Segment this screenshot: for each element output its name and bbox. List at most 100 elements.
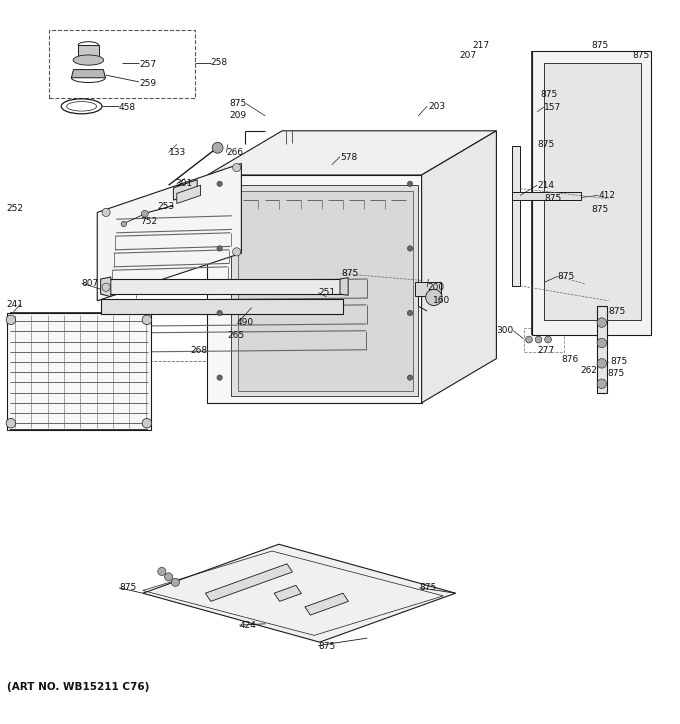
Text: 300: 300 (496, 327, 513, 335)
Circle shape (121, 222, 126, 227)
Text: 458: 458 (119, 104, 136, 112)
Circle shape (212, 143, 223, 153)
Circle shape (142, 315, 152, 324)
Polygon shape (207, 131, 496, 175)
Text: 875: 875 (544, 194, 561, 203)
Text: 268: 268 (190, 346, 207, 355)
Text: 875: 875 (119, 584, 136, 592)
Circle shape (102, 283, 110, 291)
Text: 265: 265 (228, 331, 245, 340)
Circle shape (233, 248, 241, 256)
Text: 752: 752 (140, 217, 157, 227)
Text: 259: 259 (139, 79, 156, 88)
Text: 875: 875 (318, 641, 335, 651)
Text: 160: 160 (432, 295, 449, 305)
Text: 203: 203 (428, 102, 445, 111)
Text: 875: 875 (609, 306, 626, 316)
Text: 262: 262 (581, 366, 598, 374)
Polygon shape (305, 593, 348, 615)
Text: 252: 252 (7, 204, 24, 213)
Circle shape (158, 568, 166, 576)
Text: 875: 875 (341, 269, 358, 278)
Polygon shape (143, 544, 456, 642)
Text: 876: 876 (562, 355, 579, 364)
Text: 875: 875 (610, 358, 627, 366)
Polygon shape (173, 180, 197, 200)
Text: 214: 214 (537, 181, 554, 190)
Circle shape (217, 375, 222, 380)
Polygon shape (415, 282, 441, 296)
Text: 266: 266 (226, 148, 243, 157)
Circle shape (102, 209, 110, 216)
Text: 251: 251 (318, 288, 335, 297)
Polygon shape (238, 190, 413, 390)
Polygon shape (101, 300, 343, 314)
Polygon shape (544, 63, 641, 320)
Polygon shape (512, 146, 520, 286)
Circle shape (142, 418, 152, 428)
Ellipse shape (73, 55, 103, 65)
Text: 207: 207 (459, 51, 476, 61)
Text: 200: 200 (427, 282, 444, 292)
Circle shape (545, 336, 551, 343)
Text: 277: 277 (537, 346, 554, 355)
Circle shape (217, 311, 222, 316)
Circle shape (597, 318, 607, 327)
Text: 807: 807 (82, 279, 99, 287)
Circle shape (407, 181, 413, 187)
Circle shape (426, 290, 442, 306)
Circle shape (597, 338, 607, 348)
Circle shape (171, 578, 180, 586)
Circle shape (165, 573, 173, 581)
Text: 875: 875 (592, 204, 609, 214)
Circle shape (217, 245, 222, 251)
Bar (136, 260, 375, 361)
Polygon shape (231, 185, 418, 396)
Bar (49, 30, 195, 98)
Bar (524, 328, 564, 352)
Polygon shape (101, 279, 343, 294)
Polygon shape (422, 131, 496, 403)
Circle shape (141, 211, 148, 217)
Text: 217: 217 (473, 41, 490, 50)
Circle shape (6, 418, 16, 428)
Polygon shape (7, 313, 151, 430)
Polygon shape (97, 164, 241, 300)
Polygon shape (71, 70, 105, 77)
Circle shape (217, 181, 222, 187)
Text: 301: 301 (175, 180, 192, 188)
Text: 875: 875 (592, 41, 609, 50)
Text: 209: 209 (230, 111, 247, 120)
Circle shape (597, 358, 607, 368)
Circle shape (233, 164, 241, 172)
Polygon shape (512, 192, 581, 200)
Text: 133: 133 (169, 148, 186, 157)
Polygon shape (101, 277, 111, 297)
Circle shape (535, 336, 542, 343)
Text: 241: 241 (7, 300, 24, 308)
Text: 875: 875 (541, 90, 558, 99)
Circle shape (407, 311, 413, 316)
Polygon shape (532, 51, 651, 334)
Text: 875: 875 (229, 99, 246, 108)
Polygon shape (274, 586, 301, 602)
Text: 578: 578 (340, 153, 357, 162)
Polygon shape (340, 278, 348, 295)
Polygon shape (205, 564, 292, 602)
Polygon shape (597, 306, 607, 392)
Text: 258: 258 (211, 59, 228, 67)
Polygon shape (177, 185, 201, 203)
Text: 412: 412 (598, 191, 615, 200)
Text: 875: 875 (607, 369, 624, 378)
Text: 875: 875 (558, 272, 575, 281)
Circle shape (407, 375, 413, 380)
Text: 157: 157 (544, 103, 561, 111)
Text: 424: 424 (239, 621, 256, 631)
FancyBboxPatch shape (99, 278, 112, 295)
Circle shape (407, 245, 413, 251)
Polygon shape (78, 45, 99, 57)
Text: 490: 490 (237, 318, 254, 327)
Circle shape (597, 379, 607, 389)
Circle shape (526, 336, 532, 343)
Text: 253: 253 (158, 203, 175, 211)
